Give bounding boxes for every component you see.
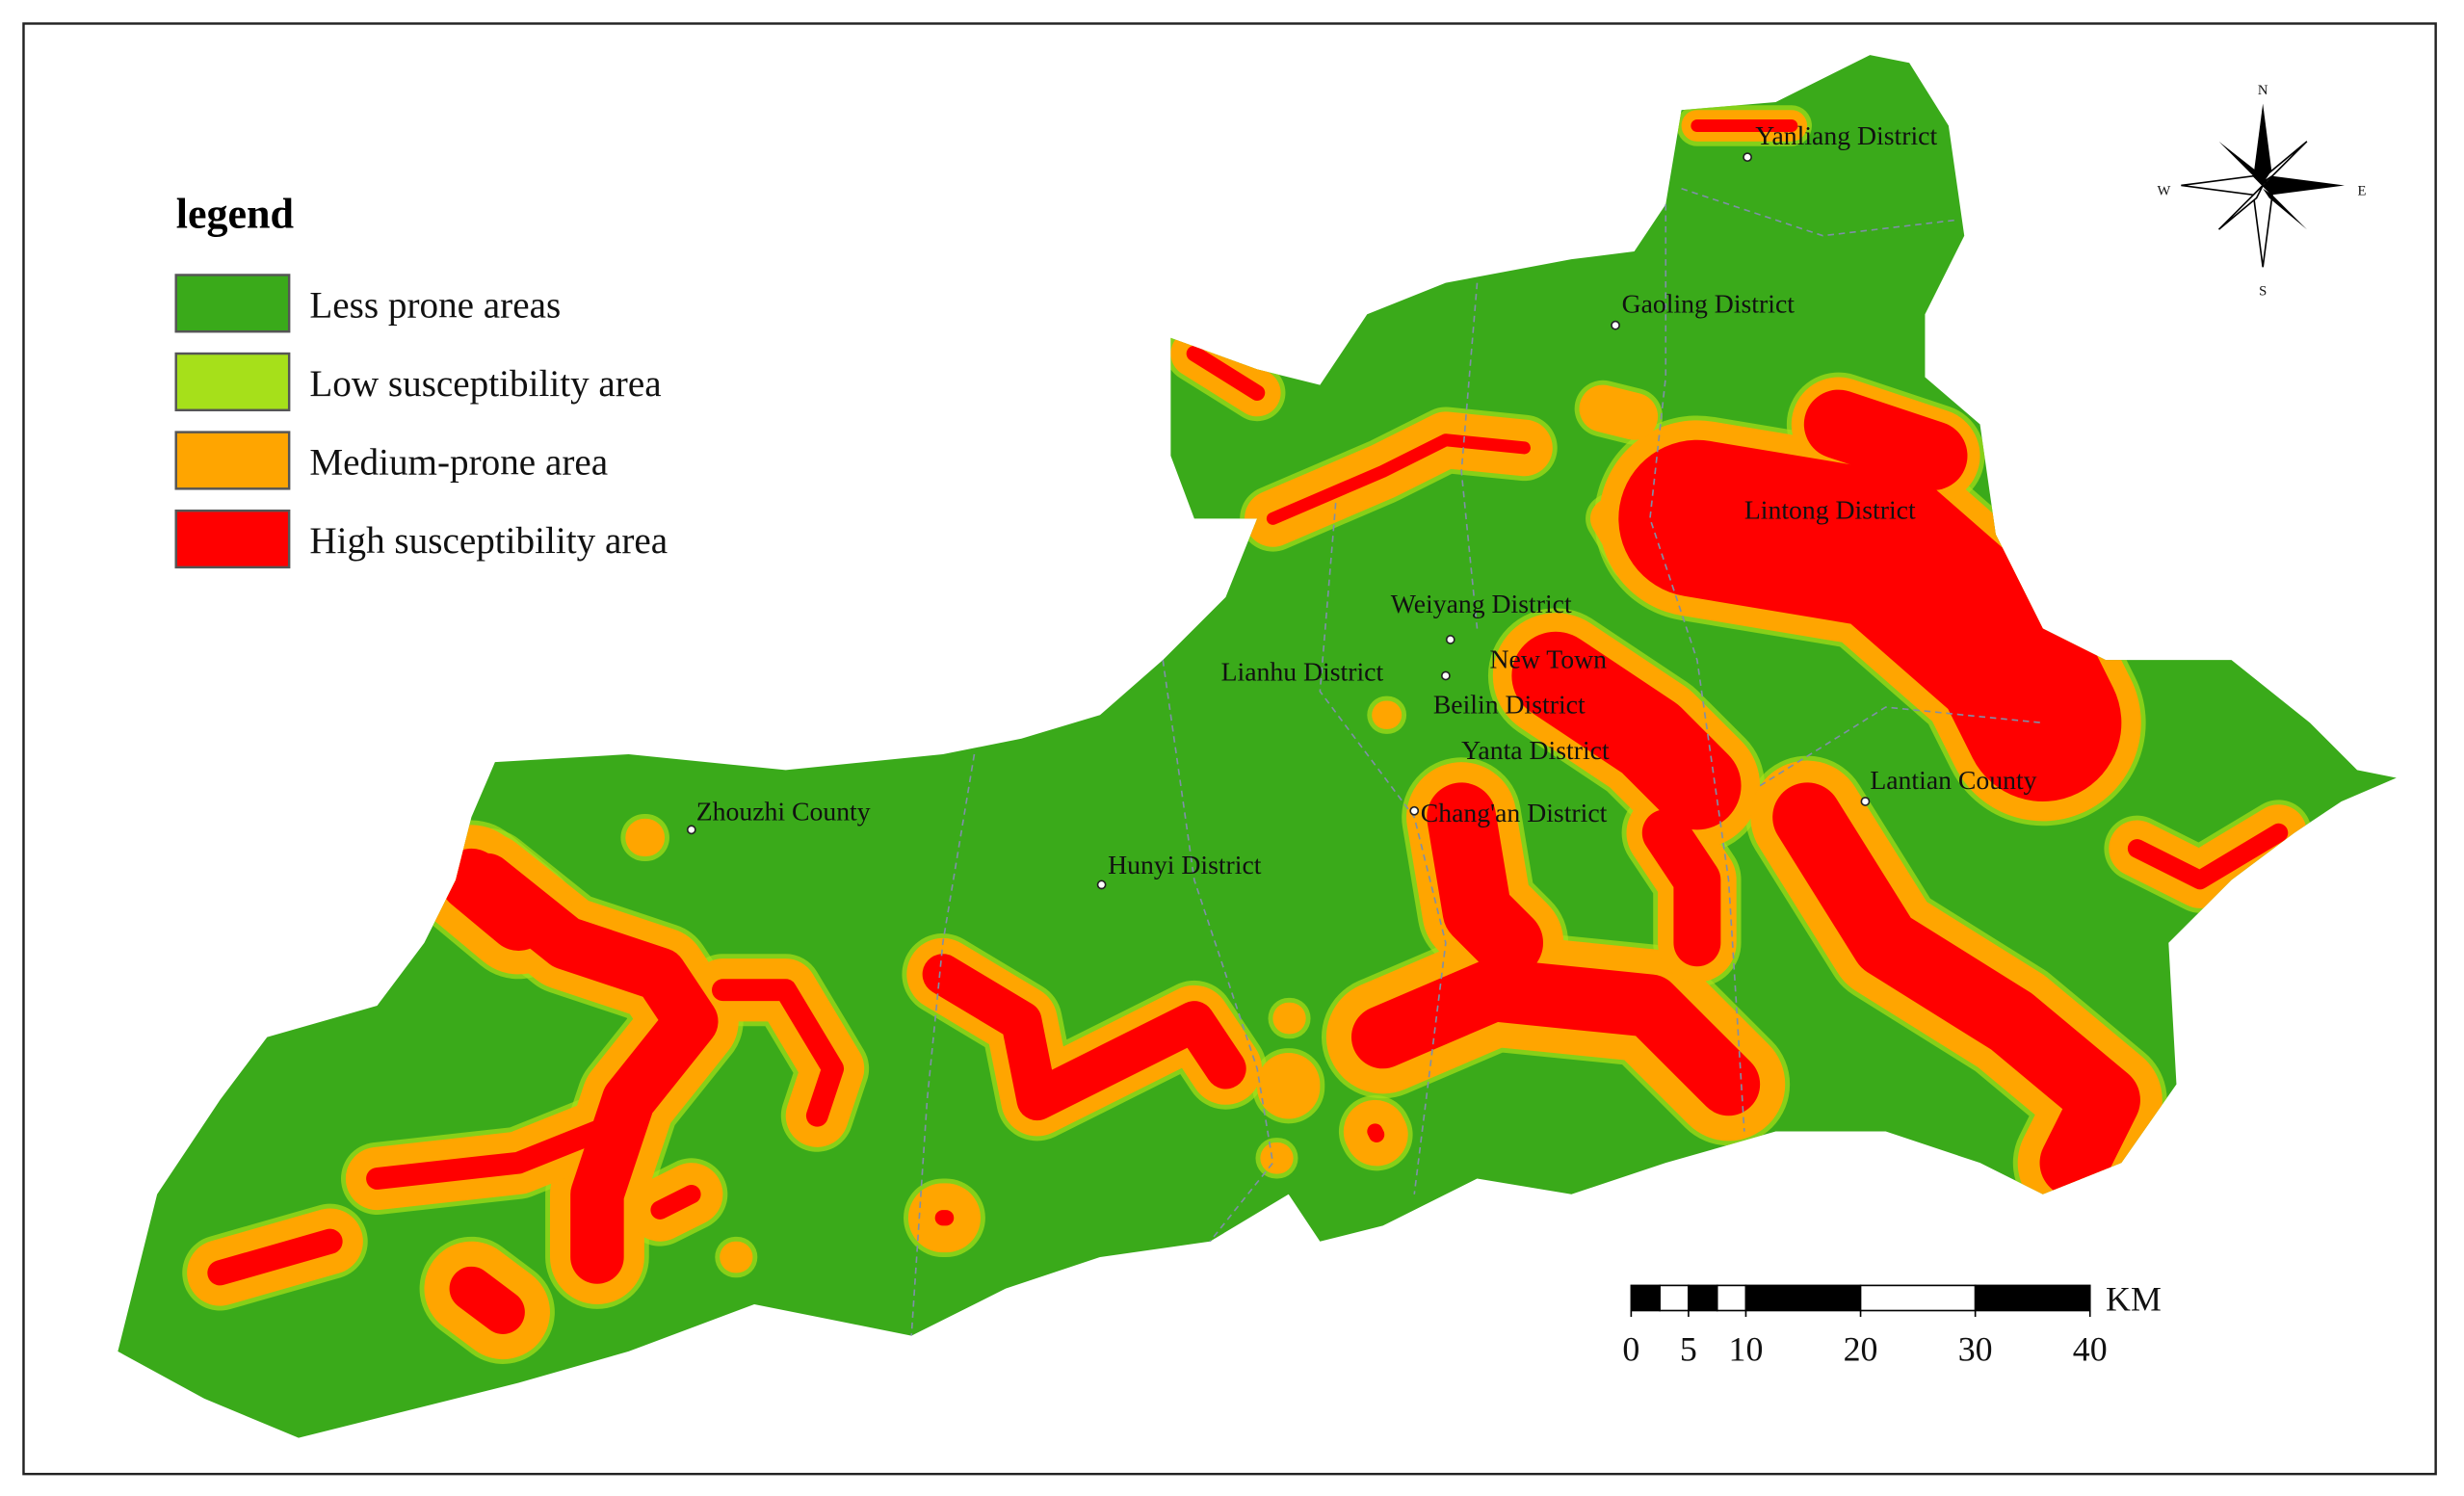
scale-segment	[1859, 1284, 1977, 1312]
place-label: New Town	[1490, 643, 1608, 673]
place-dot	[1860, 797, 1871, 806]
scale-bar: 0 5 10 20 30 40 KM	[1622, 1280, 2161, 1369]
place-label: Chang'an District	[1421, 798, 1608, 827]
medium-zone	[1579, 384, 1659, 440]
high-zone	[1772, 782, 2140, 1198]
high-zone	[1367, 1123, 1385, 1142]
scale-segment	[1688, 1284, 1718, 1312]
place-label: Yanta District	[1461, 735, 1610, 765]
compass: N S W E	[2157, 83, 2366, 300]
legend-swatch	[174, 274, 291, 333]
place-label: Beilin District	[1433, 690, 1586, 720]
place-dot	[1440, 670, 1451, 681]
high-zone	[1186, 345, 1266, 401]
place-dot	[1743, 152, 1752, 163]
high-zone	[1641, 809, 1721, 967]
high-zone	[1511, 631, 1742, 830]
place-label: Lantian County	[1870, 765, 2036, 795]
place-label: Weiyang District	[1391, 589, 1572, 618]
high-zone	[459, 853, 719, 1284]
scale-tick-label: 0	[1622, 1330, 1639, 1369]
legend-swatch	[174, 352, 291, 411]
compass-west: W	[2157, 183, 2170, 198]
scale-segment	[1630, 1284, 1661, 1312]
scale-unit: KM	[2106, 1280, 2162, 1319]
legend-label: High susceptibility area	[309, 520, 668, 562]
high-zone	[207, 1228, 343, 1286]
scale-segment	[1716, 1284, 1747, 1312]
place-label: Zhouzhi County	[696, 797, 871, 827]
place-dot	[1445, 635, 1455, 644]
place-labels: Yanliang District Gaoling District Lintong…	[686, 120, 2037, 890]
high-zone	[439, 848, 550, 951]
compass-south: S	[2259, 284, 2267, 300]
scale-tick-label: 30	[1958, 1330, 1993, 1369]
high-zone	[1427, 782, 1544, 978]
legend-label: Less prone areas	[309, 285, 561, 327]
high-zone	[1266, 433, 1531, 525]
scale-segment	[1659, 1284, 1690, 1312]
place-dot	[1409, 805, 1420, 816]
high-zone	[366, 1120, 609, 1190]
legend-title: legend	[176, 191, 294, 238]
legend: Less prone areas Low susceptibility area M…	[174, 274, 668, 569]
scale-tick-label: 40	[2073, 1330, 2108, 1369]
high-zone	[2127, 823, 2289, 890]
compass-north: N	[2258, 83, 2268, 98]
high-zone	[1618, 439, 2122, 801]
place-dot	[686, 825, 696, 835]
place-label: Lintong District	[1744, 494, 1916, 524]
high-zone	[449, 1266, 525, 1334]
legend-label: Low susceptibility area	[309, 363, 661, 405]
scale-tick-label: 20	[1844, 1330, 1878, 1369]
place-dot	[1096, 879, 1107, 890]
scale-tick-label: 10	[1729, 1330, 1764, 1369]
legend-swatch	[174, 431, 291, 490]
place-dot	[1611, 320, 1620, 330]
place-label: Yanliang District	[1755, 120, 1937, 150]
scale-segment	[1974, 1284, 2091, 1312]
high-zone	[1350, 958, 1761, 1116]
legend-swatch	[174, 509, 291, 569]
scale-tick-label: 5	[1680, 1330, 1697, 1369]
place-label: Hunyi District	[1108, 850, 1262, 879]
high-zone	[1803, 389, 1968, 490]
susceptibility-zones	[182, 105, 2312, 1364]
district-boundaries	[910, 187, 2043, 1336]
place-label: Gaoling District	[1622, 289, 1796, 319]
legend-label: Medium-prone area	[309, 442, 608, 484]
scale-segment	[1744, 1284, 1862, 1312]
high-zone	[712, 979, 845, 1127]
high-zone	[650, 1185, 701, 1220]
place-label: Lianhu District	[1221, 656, 1384, 686]
compass-east: E	[2357, 183, 2366, 198]
high-zone	[922, 954, 1246, 1121]
